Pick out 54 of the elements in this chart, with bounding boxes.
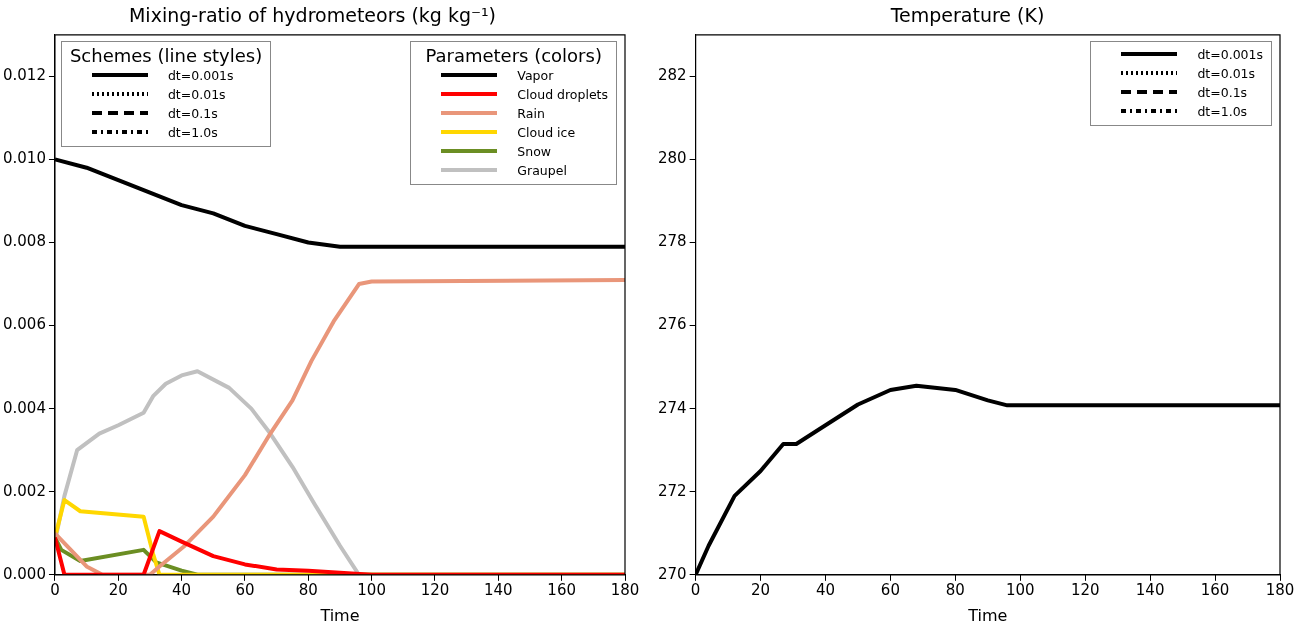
y-tick-label: 276 <box>657 315 687 334</box>
x-axis-title: Time <box>967 605 1008 625</box>
x-tick-label: 80 <box>298 581 318 600</box>
x-tick-label: 120 <box>420 581 450 600</box>
y-tick-label: 0.004 <box>2 398 46 417</box>
annotation: Schemes (line styles) <box>69 44 263 66</box>
legend-label: dt=0.1s <box>167 105 218 121</box>
x-tick-label: 100 <box>1005 581 1035 600</box>
legend-label: dt=0.1s <box>1197 84 1248 100</box>
chart-title: Mixing-ratio of hydrometeors (kg kg⁻¹) <box>128 4 497 27</box>
x-tick-label: 80 <box>945 581 965 600</box>
y-tick-label: 0.006 <box>2 315 46 334</box>
legend-label: dt=0.01s <box>167 86 226 102</box>
x-axis-title: Time <box>319 605 360 625</box>
x-tick-label: 100 <box>357 581 386 600</box>
x-tick-label: 60 <box>880 581 900 600</box>
x-tick-label: 0 <box>690 581 701 600</box>
x-tick-label: 140 <box>1135 581 1165 600</box>
legend-title: Parameters (colors) <box>424 44 603 66</box>
legend-label: Vapor <box>517 67 554 83</box>
x-tick-label: 60 <box>235 581 255 600</box>
y-tick-label: 0.008 <box>2 232 46 251</box>
legend-label: dt=0.001s <box>1197 46 1263 62</box>
x-tick-label: 20 <box>108 581 128 600</box>
legend-label: dt=0.01s <box>1197 65 1256 81</box>
legend-label: Rain <box>517 105 545 121</box>
x-tick-label: 140 <box>484 581 513 600</box>
x-tick-label: 180 <box>610 581 640 600</box>
x-tick-label: 180 <box>1265 581 1295 600</box>
legend-label: Graupel <box>517 162 567 178</box>
y-tick-label: 0.010 <box>2 149 46 168</box>
x-tick-label: 20 <box>751 581 771 600</box>
chart-title: Temperature (K) <box>889 4 1045 27</box>
y-tick-label: 280 <box>657 149 687 168</box>
legend-label: Snow <box>517 143 552 159</box>
y-tick-label: 274 <box>657 398 687 417</box>
legend-label: dt=0.001s <box>167 67 234 83</box>
legend-label: Cloud droplets <box>517 86 608 102</box>
x-tick-label: 160 <box>547 581 576 600</box>
x-tick-label: 40 <box>172 581 192 600</box>
x-tick-label: 0 <box>50 581 60 600</box>
y-tick-label: 272 <box>657 481 687 500</box>
legend-label: Cloud ice <box>517 124 576 140</box>
legend-label: dt=1.0s <box>1197 103 1248 119</box>
x-tick-label: 120 <box>1070 581 1100 600</box>
x-tick-label: 160 <box>1200 581 1230 600</box>
y-tick-label: 282 <box>657 66 687 85</box>
y-tick-label: 270 <box>657 564 687 583</box>
legend-label: dt=1.0s <box>167 124 218 140</box>
y-tick-label: 0.000 <box>2 564 46 583</box>
y-tick-label: 278 <box>657 232 687 251</box>
x-tick-label: 40 <box>815 581 836 600</box>
y-tick-label: 0.002 <box>2 481 46 500</box>
y-tick-label: 0.012 <box>2 66 46 85</box>
